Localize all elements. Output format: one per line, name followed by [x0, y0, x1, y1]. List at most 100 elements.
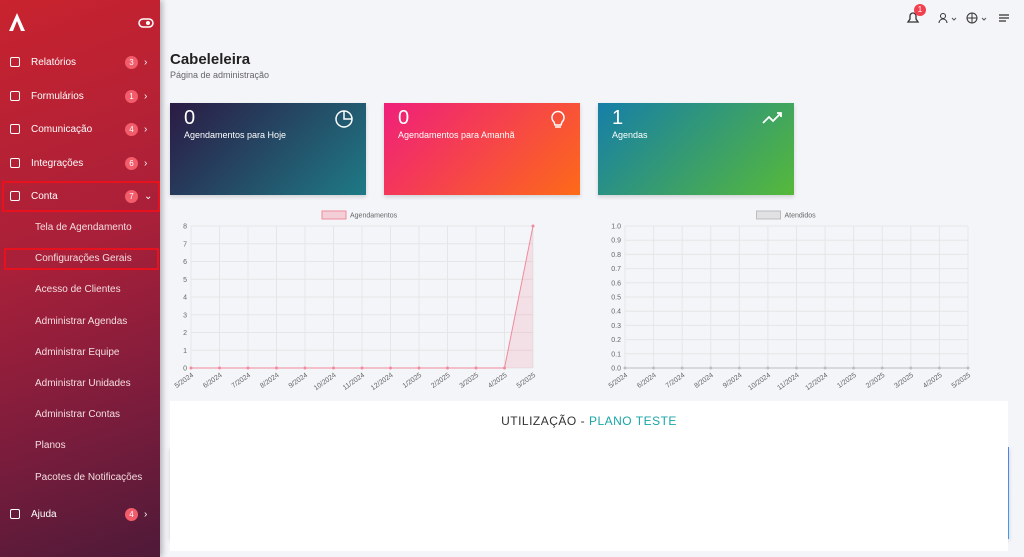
- submenu-item[interactable]: Administrar Contas: [35, 409, 121, 421]
- submenu-item[interactable]: Administrar Unidades: [35, 378, 131, 389]
- usage-panel: UTILIZAÇÃO - PLANO TESTE: [170, 401, 1008, 551]
- x-tick-label: 2/2025: [430, 372, 452, 390]
- menu-icon: [10, 91, 20, 101]
- point: [766, 366, 770, 370]
- bell-icon[interactable]: [906, 12, 920, 24]
- x-tick-label: 3/2025: [459, 372, 481, 390]
- menu-label: Ajuda: [31, 508, 57, 520]
- menu-icon: [10, 158, 20, 168]
- chevron: ›: [144, 508, 148, 520]
- user-icon[interactable]: [938, 12, 958, 24]
- x-tick-label: 4/2025: [922, 372, 944, 390]
- x-tick-label: 2/2025: [865, 372, 887, 390]
- menu-label: Conta: [31, 190, 58, 202]
- x-tick-label: 5/2024: [174, 372, 196, 390]
- chevron: ⌄: [144, 190, 153, 202]
- submenu-item[interactable]: Administrar Agendas: [35, 315, 128, 327]
- stat-card: 1 Agendas: [598, 103, 794, 195]
- usage-title: UTILIZAÇÃO -: [501, 414, 586, 428]
- submenu-item[interactable]: Tela de Agendamento: [35, 222, 132, 233]
- x-tick-label: 7/2024: [665, 372, 687, 390]
- x-tick-label: 12/2024: [804, 372, 829, 392]
- sidebar: Relatórios 3 › Formulários 1 › Comunicação 4 › In…: [0, 0, 160, 557]
- menu-badge: 3: [125, 55, 138, 69]
- chart: 0.0 0.1 0.2 0.3 0.4 0.5 0.6 0.7 0.8 0.9 1.0 5/2024 6…: [608, 210, 972, 392]
- submenu-item[interactable]: Administrar Equipe: [35, 346, 120, 358]
- x-tick-label: 12/2024: [370, 372, 395, 392]
- card-value: 0: [398, 107, 410, 129]
- point: [332, 366, 335, 370]
- submenu-item[interactable]: Planos: [35, 440, 66, 452]
- menu-badge: 6: [125, 156, 138, 170]
- usage-plan: PLANO TESTE: [588, 414, 677, 428]
- legend-label: Atendidos: [785, 213, 817, 220]
- submenu-item[interactable]: Pacotes de Notificações: [35, 471, 143, 483]
- language-icon[interactable]: [966, 12, 988, 24]
- menu-item[interactable]: Conta 7 ⌄: [0, 181, 160, 211]
- x-tick-label: 1/2025: [402, 372, 424, 390]
- card-icon: [551, 110, 565, 128]
- card-label: Agendamentos para Hoje: [184, 130, 287, 140]
- menu-item[interactable]: Ajuda 4 ›: [0, 499, 160, 529]
- y-tick-label: 0.8: [611, 252, 621, 259]
- x-tick-label: 10/2024: [313, 372, 338, 392]
- point: [823, 366, 827, 370]
- point: [531, 224, 535, 228]
- logo: [9, 13, 25, 31]
- y-tick-label: 5: [183, 277, 187, 284]
- x-tick-label: 3/2025: [893, 372, 915, 390]
- submenu-item[interactable]: Configurações Gerais: [35, 253, 132, 265]
- menu-label: Comunicação: [31, 123, 93, 135]
- menu-icon: [10, 509, 20, 519]
- point: [474, 366, 478, 370]
- toggle[interactable]: [138, 18, 154, 28]
- menu-badge: 4: [125, 507, 138, 521]
- point: [246, 366, 250, 370]
- point: [880, 366, 884, 370]
- point: [417, 366, 421, 370]
- active-submenu-outline: [4, 248, 159, 270]
- point: [503, 366, 506, 370]
- menu-badge: 4: [125, 122, 138, 136]
- x-tick-label: 11/2024: [342, 372, 366, 392]
- legend-label: Agendamentos: [350, 213, 398, 220]
- menu-item[interactable]: Comunicação 4 ›: [0, 114, 160, 144]
- stat-card: 0 Agendamentos para Amanhã: [384, 103, 580, 195]
- y-tick-label: 0: [183, 366, 187, 373]
- menu-item[interactable]: Integrações 6 ›: [0, 148, 160, 178]
- y-tick-label: 6: [183, 259, 187, 266]
- submenu-item[interactable]: Acesso de Clientes: [35, 284, 121, 296]
- menu-icon[interactable]: [998, 12, 1010, 24]
- point: [852, 366, 856, 370]
- x-tick-label: 4/2025: [487, 372, 509, 390]
- legend-swatch: [321, 210, 347, 220]
- y-tick-label: 2: [183, 330, 187, 337]
- menu-icon: [10, 57, 20, 67]
- y-tick-label: 0.2: [611, 337, 621, 344]
- point: [218, 366, 221, 370]
- notification-badge: 1: [914, 4, 926, 16]
- menu-label: Formulários: [31, 90, 84, 102]
- point: [680, 366, 684, 370]
- menu-item[interactable]: Relatórios 3 ›: [0, 47, 160, 77]
- y-tick-label: 0.7: [611, 266, 621, 273]
- menu-item[interactable]: Formulários 1 ›: [0, 81, 160, 111]
- point: [937, 366, 941, 370]
- point: [709, 366, 713, 370]
- chevron: ›: [144, 90, 148, 102]
- point: [303, 366, 307, 370]
- y-tick-label: 1.0: [611, 224, 621, 231]
- x-tick-label: 6/2024: [636, 372, 658, 390]
- y-tick-label: 0.4: [611, 309, 621, 316]
- page-title: Cabeleleira: [170, 51, 251, 68]
- point: [360, 366, 364, 370]
- y-tick-label: 0.5: [611, 295, 621, 302]
- x-tick-label: 5/2025: [516, 372, 538, 390]
- point: [909, 366, 913, 370]
- x-tick-label: 1/2025: [836, 372, 858, 390]
- y-tick-label: 4: [183, 295, 187, 302]
- x-tick-label: 8/2024: [259, 372, 281, 390]
- header-icons: 1: [906, 4, 1016, 26]
- x-tick-label: 10/2024: [747, 372, 772, 392]
- chevron: ›: [144, 123, 148, 135]
